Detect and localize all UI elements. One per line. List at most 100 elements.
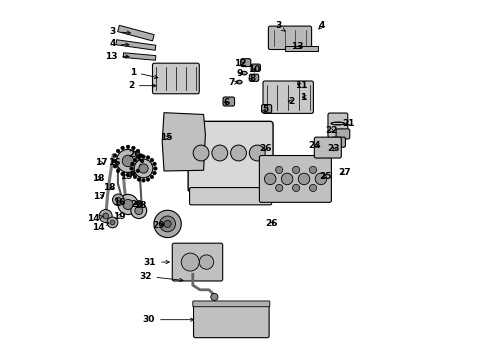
Text: 6: 6 xyxy=(223,98,229,107)
Text: 12: 12 xyxy=(234,59,247,68)
Circle shape xyxy=(146,177,150,181)
Circle shape xyxy=(123,199,133,210)
Circle shape xyxy=(117,149,140,172)
Circle shape xyxy=(131,162,134,166)
Text: 15: 15 xyxy=(160,133,172,142)
Text: 9: 9 xyxy=(236,69,243,78)
Circle shape xyxy=(136,169,140,173)
Text: 10: 10 xyxy=(248,65,261,74)
FancyBboxPatch shape xyxy=(263,81,314,113)
Circle shape xyxy=(199,255,214,269)
Text: 14: 14 xyxy=(93,223,109,232)
Circle shape xyxy=(265,173,276,185)
FancyBboxPatch shape xyxy=(262,105,271,113)
Text: 17: 17 xyxy=(93,192,106,201)
Circle shape xyxy=(113,194,124,206)
Text: 21: 21 xyxy=(343,119,355,128)
Text: 2: 2 xyxy=(288,97,294,106)
Circle shape xyxy=(153,167,157,170)
Text: 24: 24 xyxy=(308,141,321,150)
Text: 19: 19 xyxy=(120,172,132,181)
FancyBboxPatch shape xyxy=(188,121,273,192)
Circle shape xyxy=(132,146,135,150)
FancyBboxPatch shape xyxy=(194,302,269,338)
Circle shape xyxy=(110,220,115,225)
FancyBboxPatch shape xyxy=(223,97,235,106)
Circle shape xyxy=(310,184,317,192)
Ellipse shape xyxy=(242,71,247,75)
Circle shape xyxy=(132,172,135,176)
Polygon shape xyxy=(285,46,318,51)
FancyBboxPatch shape xyxy=(259,156,331,202)
Circle shape xyxy=(107,217,118,228)
FancyBboxPatch shape xyxy=(269,26,312,50)
Text: 20: 20 xyxy=(129,150,141,159)
Circle shape xyxy=(131,203,147,219)
Circle shape xyxy=(133,175,137,179)
Text: 14: 14 xyxy=(88,214,103,223)
Circle shape xyxy=(154,210,181,238)
Ellipse shape xyxy=(236,80,242,84)
Text: 22: 22 xyxy=(325,126,338,135)
Circle shape xyxy=(212,145,228,161)
Circle shape xyxy=(112,159,116,163)
Circle shape xyxy=(139,154,143,157)
Text: 26: 26 xyxy=(259,144,271,153)
Circle shape xyxy=(142,179,145,182)
Circle shape xyxy=(146,156,150,159)
FancyBboxPatch shape xyxy=(336,129,350,139)
Circle shape xyxy=(99,210,112,222)
Text: 32: 32 xyxy=(139,271,183,282)
Circle shape xyxy=(135,207,143,215)
Circle shape xyxy=(249,145,265,161)
Text: 19: 19 xyxy=(113,212,125,220)
Text: 20: 20 xyxy=(130,199,143,209)
Text: 3: 3 xyxy=(275,22,285,31)
Circle shape xyxy=(137,156,141,159)
Circle shape xyxy=(118,194,138,215)
Circle shape xyxy=(136,149,140,153)
Text: 30: 30 xyxy=(143,315,194,324)
Polygon shape xyxy=(116,40,156,50)
Text: 16: 16 xyxy=(113,198,125,207)
Text: 13: 13 xyxy=(105,52,129,61)
Circle shape xyxy=(211,293,218,301)
Text: 23: 23 xyxy=(327,144,340,153)
Circle shape xyxy=(116,149,120,153)
Text: 26: 26 xyxy=(266,220,278,229)
Circle shape xyxy=(193,145,209,161)
FancyBboxPatch shape xyxy=(251,64,261,71)
Circle shape xyxy=(160,216,175,232)
Circle shape xyxy=(139,165,143,168)
Text: 1: 1 xyxy=(300,93,306,102)
Circle shape xyxy=(153,171,156,175)
Text: 25: 25 xyxy=(319,172,332,181)
Text: 13: 13 xyxy=(292,42,304,51)
Circle shape xyxy=(133,158,137,162)
Circle shape xyxy=(140,159,144,163)
Circle shape xyxy=(121,172,124,176)
Circle shape xyxy=(139,164,148,173)
Circle shape xyxy=(275,184,283,192)
FancyBboxPatch shape xyxy=(152,63,199,94)
Circle shape xyxy=(153,162,156,166)
Circle shape xyxy=(293,184,300,192)
FancyBboxPatch shape xyxy=(332,137,345,147)
Circle shape xyxy=(150,158,154,162)
FancyBboxPatch shape xyxy=(249,74,259,81)
FancyBboxPatch shape xyxy=(241,59,251,67)
Text: 31: 31 xyxy=(144,258,169,266)
Circle shape xyxy=(315,173,327,185)
Text: 4: 4 xyxy=(318,22,325,31)
Polygon shape xyxy=(118,25,154,41)
Polygon shape xyxy=(162,113,205,171)
Text: 29: 29 xyxy=(152,220,165,230)
Circle shape xyxy=(293,166,300,174)
Circle shape xyxy=(116,169,120,173)
Text: 3: 3 xyxy=(110,27,130,36)
Text: 17: 17 xyxy=(95,158,107,167)
FancyBboxPatch shape xyxy=(172,243,222,281)
FancyBboxPatch shape xyxy=(190,188,271,205)
Circle shape xyxy=(142,155,145,158)
Text: 7: 7 xyxy=(228,78,238,87)
